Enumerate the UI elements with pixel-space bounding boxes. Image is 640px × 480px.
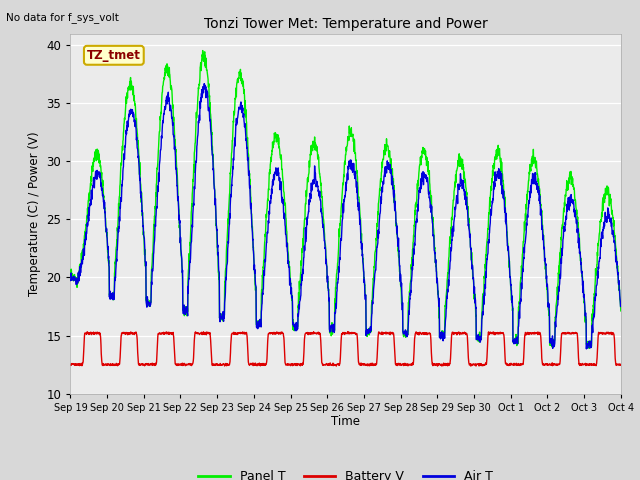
Battery V [569,330,577,336]
Panel T [220,311,228,317]
Air T [617,302,625,308]
Battery V [374,336,381,342]
Y-axis label: Temperature (C) / Power (V): Temperature (C) / Power (V) [28,132,41,296]
Panel T [362,292,369,298]
Battery V [67,362,74,368]
Panel T [568,179,576,185]
X-axis label: Time: Time [331,415,360,429]
Battery V [332,363,340,369]
Battery V [506,362,514,368]
Air T [506,267,513,273]
Air T [67,277,74,283]
Panel T [506,271,513,276]
Title: Tonzi Tower Met: Temperature and Power: Tonzi Tower Met: Temperature and Power [204,17,488,31]
Air T [374,241,381,247]
Panel T [67,268,74,274]
Battery V [617,362,625,368]
Panel T [617,308,625,314]
Air T [220,315,228,321]
Panel T [199,48,207,53]
Legend: Panel T, Battery V, Air T: Panel T, Battery V, Air T [193,465,498,480]
Air T [362,292,369,298]
Line: Air T: Air T [70,84,621,349]
Panel T [374,220,381,226]
Air T [582,346,590,352]
Panel T [584,342,591,348]
Panel T [586,346,593,351]
Battery V [362,362,370,368]
Air T [568,198,576,204]
Air T [584,343,592,348]
Battery V [344,329,351,335]
Line: Panel T: Panel T [70,50,621,348]
Battery V [220,361,228,367]
Air T [200,81,208,86]
Text: TZ_tmet: TZ_tmet [87,49,141,62]
Text: No data for f_sys_volt: No data for f_sys_volt [6,12,119,23]
Battery V [584,361,592,367]
Line: Battery V: Battery V [70,332,621,366]
